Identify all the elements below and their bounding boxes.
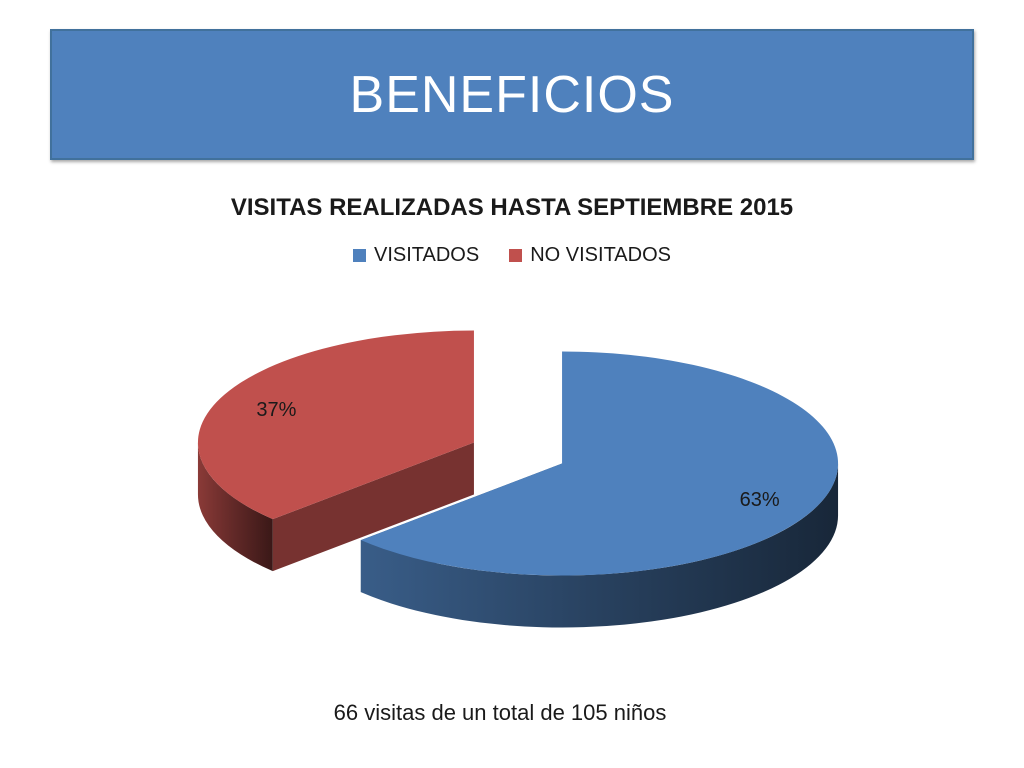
legend-label-no-visitados: NO VISITADOS (530, 244, 671, 266)
legend-swatch-no-visitados (509, 249, 523, 262)
legend-swatch-visitados (353, 249, 366, 262)
legend-label-visitados: VISITADOS (374, 244, 480, 266)
legend-entry-visitados: VISITADOS (353, 244, 479, 267)
slice-visitados (360, 351, 839, 576)
slice-wall-no-visitados-0 (197, 442, 273, 572)
caption: 66 visitas de un total de 105 niños (333, 700, 667, 725)
chart-legend: VISITADOS NO VISITADOS (0, 244, 1024, 267)
legend-entry-no-visitados: NO VISITADOS (509, 244, 671, 267)
slice-no-visitados (197, 330, 474, 520)
slide-title: BENEFICIOS (349, 65, 675, 124)
chart-title: VISITAS REALIZADAS HASTA SEPTIEMBRE 2015 (230, 194, 794, 221)
slice-wall-visitados-0 (360, 463, 839, 628)
data-label-visitados: 63% (740, 489, 780, 511)
title-banner: BENEFICIOS (50, 29, 974, 160)
slice-side-no-visitados-0 (272, 442, 474, 572)
data-label-no-visitados: 37% (256, 399, 296, 421)
